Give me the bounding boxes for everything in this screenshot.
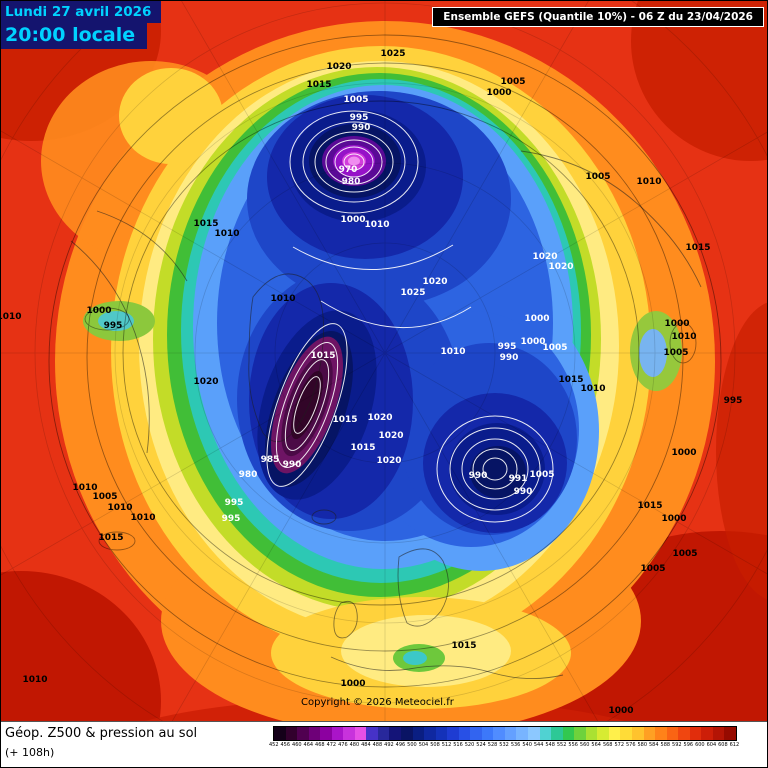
colorbar-tick: 496 [395,742,406,748]
colorbar-segment [366,727,378,740]
colorbar-tick: 544 [533,742,544,748]
colorbar-tick: 580 [637,742,648,748]
colorbar-segment [724,727,736,740]
colorbar-tick: 492 [384,742,394,748]
colorbar [273,726,737,741]
copyright-text: Copyright © 2026 Meteociel.fr [301,697,454,708]
colorbar-segment [597,727,609,740]
colorbar-tick: 524 [476,742,486,748]
colorbar-segment [620,727,632,740]
colorbar-tick: 500 [407,742,417,748]
colorbar-segment [504,727,517,740]
colorbar-segment [470,727,482,740]
colorbar-tick: 488 [372,742,383,748]
colorbar-tick: 612 [729,742,740,748]
colorbar-tick: 516 [453,742,463,748]
colorbar-tick: 464 [303,742,314,748]
colorbar-tick: 528 [487,742,498,748]
coastlines [70,150,702,680]
colorbar-tick: 512 [441,742,452,748]
colorbar-segment [666,727,679,740]
colorbar-segment [493,727,505,740]
graticule [1,1,767,723]
colorbar-segment [285,727,298,740]
colorbar-tick: 468 [315,742,325,748]
colorbar-tick: 508 [430,742,440,748]
lead-time-label: (+ 108h) [5,746,55,759]
colorbar-segment [401,727,413,740]
isobar-lines-black [48,34,722,688]
legend-title: Géop. Z500 & pression au sol [5,726,198,741]
colorbar-segment [458,727,471,740]
colorbar-tick: 476 [338,742,348,748]
colorbar-tick: 520 [464,742,475,748]
colorbar-segment [643,727,656,740]
colorbar-segment [308,727,321,740]
colorbar-tick: 472 [326,742,337,748]
colorbar-tick: 584 [649,742,659,748]
colorbar-tick: 484 [361,742,371,748]
colorbar-tick: 564 [591,742,601,748]
colorbar-tick: 452 [268,742,279,748]
colorbar-segment [585,727,598,740]
colorbar-segment [481,727,494,740]
model-info-box: Ensemble GEFS (Quantile 10%) - 06 Z du 2… [432,7,764,27]
colorbar-tick: 572 [614,742,624,748]
colorbar-segment [320,727,332,740]
colorbar-segment [689,727,702,740]
colorbar-tick: 588 [660,742,671,748]
colorbar-tick: 576 [625,742,636,748]
colorbar-segment [343,727,355,740]
legend-strip: Géop. Z500 & pression au sol (+ 108h) 45… [1,721,767,767]
colorbar-tick: 460 [292,742,302,748]
colorbar-segment [551,727,563,740]
colorbar-tick: 536 [510,742,521,748]
colorbar-tick: 560 [579,742,590,748]
colorbar-tick: 596 [683,742,694,748]
colorbar-tick: 608 [718,742,728,748]
colorbar-segment [655,727,667,740]
colorbar-segment [377,727,390,740]
colorbar-segment [678,727,690,740]
colorbar-tick: 604 [706,742,717,748]
colorbar-tick: 552 [556,742,567,748]
colorbar-tick: 556 [568,742,578,748]
colorbar-segment [528,727,540,740]
colorbar-segment [412,727,425,740]
colorbar-tick: 532 [499,742,509,748]
valid-time-label: 20:00 locale [1,23,148,49]
colorbar-tick: 540 [522,742,532,748]
colorbar-segment [631,727,644,740]
colorbar-labels: 452 456 460 464 468 472 476 480 484 488 492 496 500 5… [268,742,740,748]
colorbar-segment [562,727,575,740]
colorbar-tick: 568 [602,742,613,748]
isobar-lines-white [266,110,554,523]
colorbar-segment [331,727,344,740]
colorbar-tick: 504 [418,742,429,748]
colorbar-tick: 548 [545,742,555,748]
colorbar-segment [516,727,529,740]
colorbar-segment [354,727,367,740]
colorbar-tick: 480 [349,742,360,748]
weather-map-canvas [1,1,767,723]
colorbar-tick: 600 [695,742,705,748]
colorbar-tick: 592 [672,742,682,748]
colorbar-segment [712,727,725,740]
colorbar-segment [435,727,448,740]
colorbar-segment [389,727,402,740]
colorbar-segment [539,727,552,740]
colorbar-segment [274,727,286,740]
colorbar-tick: 456 [280,742,291,748]
colorbar-segment [424,727,436,740]
colorbar-segment [608,727,621,740]
colorbar-segment [297,727,309,740]
colorbar-segment [574,727,586,740]
colorbar-segment [701,727,713,740]
valid-date-label: Lundi 27 avril 2026 [1,1,162,23]
colorbar-segment [447,727,459,740]
